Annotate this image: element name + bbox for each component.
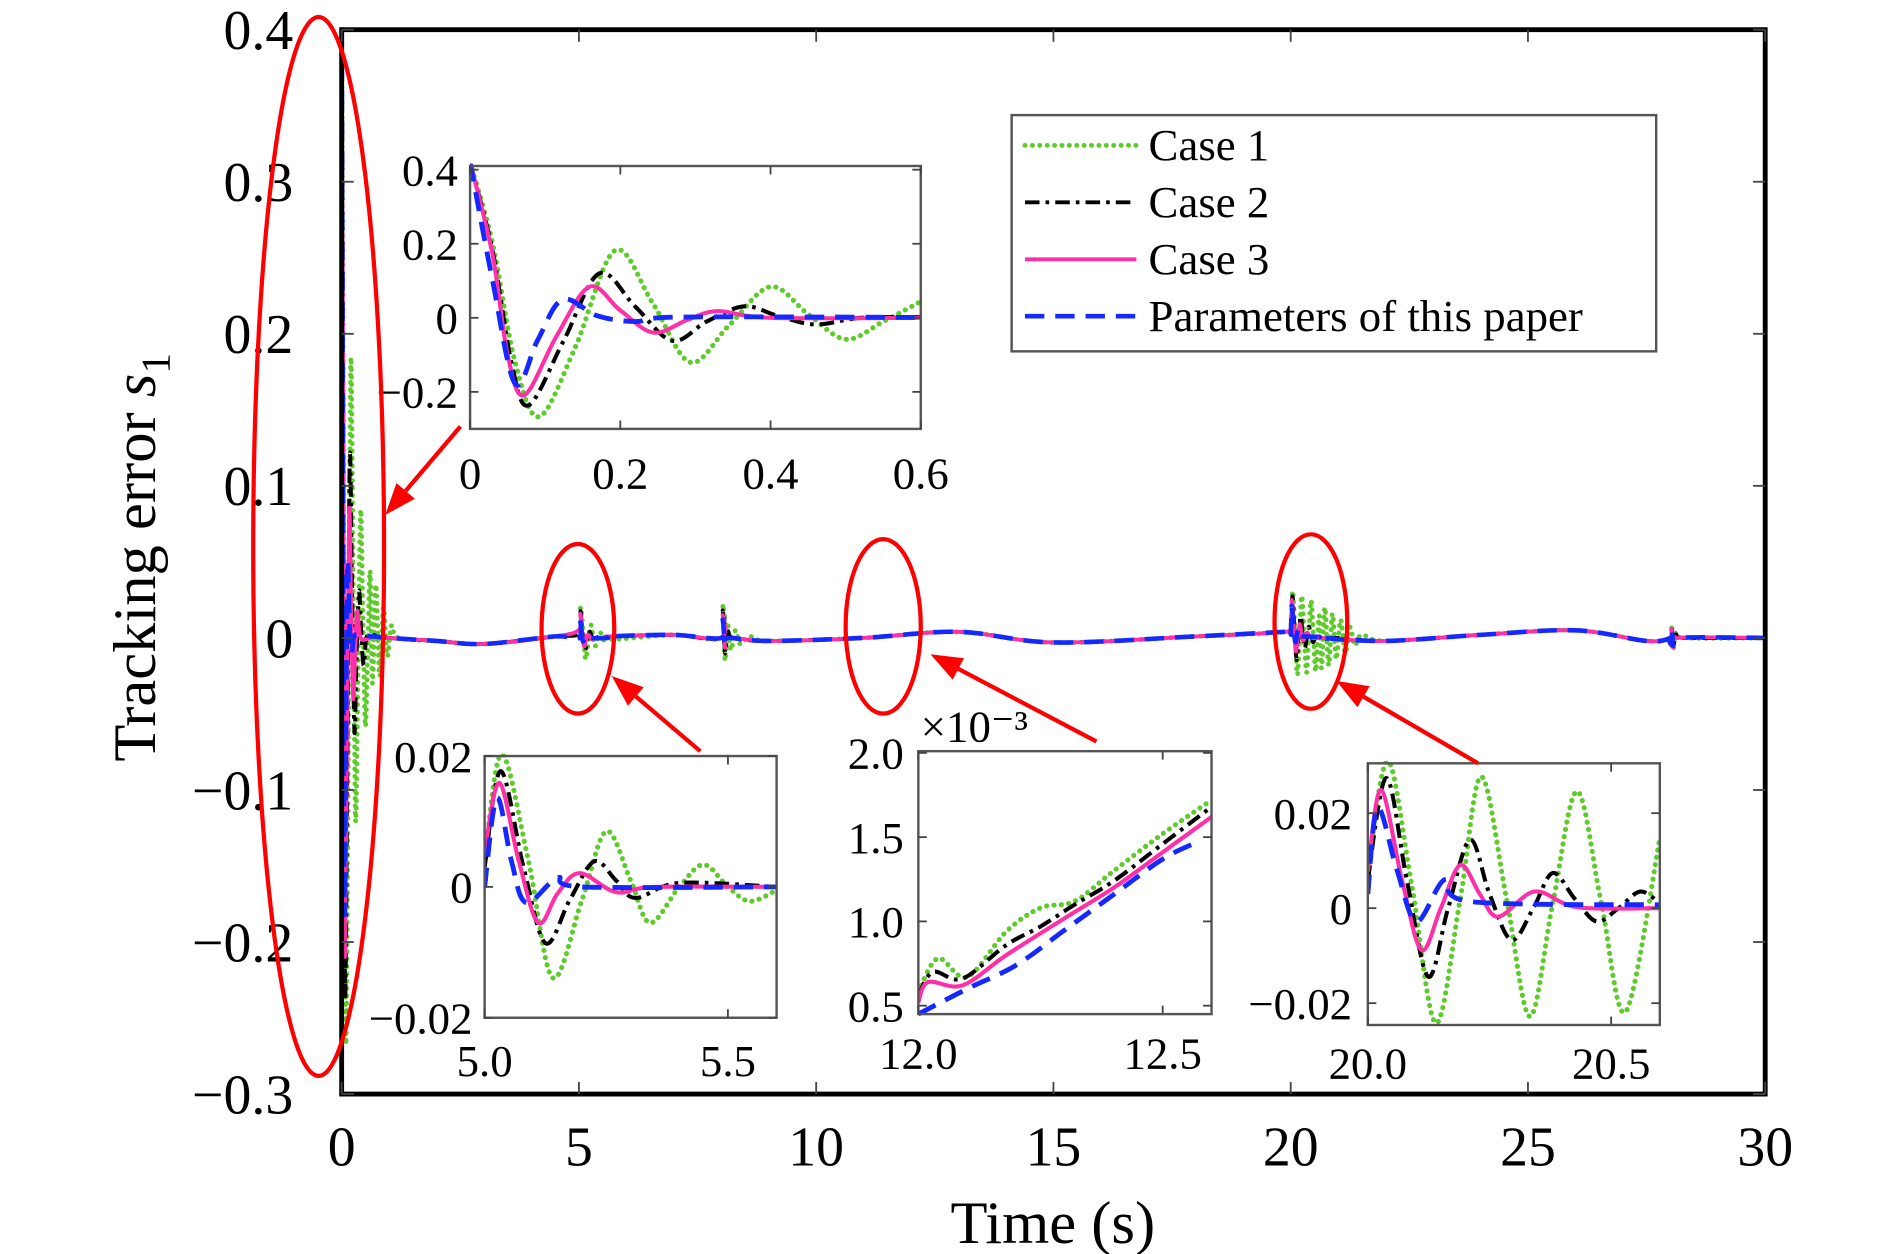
- callout-arrow: [1336, 680, 1480, 766]
- y-tick-label: −0.1: [192, 760, 293, 822]
- y-axis-title-text: Tracking error: [102, 397, 169, 761]
- x-tick-label: 0: [328, 1117, 356, 1179]
- y-tick-label: 1.0: [848, 897, 904, 947]
- series-line-case-1: [484, 753, 777, 981]
- series-line-case-2: [918, 805, 1212, 997]
- series-lines: [1367, 760, 1660, 1026]
- legend-label: Case 2: [1149, 177, 1270, 227]
- series-lines: [341, 27, 1766, 1047]
- arrowhead: [930, 654, 964, 680]
- x-tick-label: 12.0: [879, 1029, 957, 1079]
- inset-background: [918, 751, 1212, 1015]
- x-tick-label: 5: [565, 1117, 593, 1179]
- series-lines: [484, 753, 777, 981]
- callout-arrow: [930, 654, 1098, 744]
- y-tick-label: −0.2: [377, 368, 458, 418]
- highlight-ellipse-20s: [1272, 532, 1350, 711]
- legend: Case 1 Case 2 Case 3 Parameters of this pap…: [1010, 113, 1658, 353]
- y-tick-label: 0.4: [402, 145, 458, 195]
- legend-box: [1010, 113, 1658, 353]
- y-tick-label: −0.3: [192, 1064, 293, 1126]
- plots: 0 5 10 15 20 25 30 0.4 0.3 0.2 0.1 0 −0.1 −0.2 −0.3 0 0.…: [192, 0, 1793, 1179]
- series-line-parameters-of-this-paper: [1367, 805, 1660, 924]
- legend-entry: Case 3: [1024, 234, 1270, 284]
- series-line-case-3: [918, 815, 1212, 1004]
- axes-frame: [917, 749, 1213, 1016]
- y-tick-label: 0: [436, 294, 458, 344]
- legend-label: Case 3: [1149, 234, 1270, 284]
- arrowhead: [385, 483, 415, 515]
- x-tick-label: 20.0: [1329, 1038, 1407, 1088]
- x-tick-label: 25: [1500, 1117, 1556, 1179]
- y-tick-label: 0.1: [224, 456, 294, 518]
- x-tick-label: 15: [1026, 1117, 1082, 1179]
- series-line-case-2: [470, 163, 921, 408]
- y-axis-title-symbol: s: [102, 374, 169, 398]
- legend-label: Parameters of this paper: [1149, 291, 1583, 341]
- y-tick-label: −0.02: [1248, 979, 1352, 1029]
- inset-background: [1367, 763, 1660, 1026]
- axes-frame: [1366, 762, 1662, 1027]
- y-tick-label: 0.5: [848, 981, 904, 1031]
- series-line-parameters-of-this-paper: [470, 163, 921, 388]
- x-axis-title: Time (s): [950, 1190, 1155, 1254]
- x-tick-label: 0.4: [743, 448, 799, 498]
- y-tick-label: 0.02: [394, 732, 472, 782]
- legend-entry: Case 1: [1022, 120, 1270, 170]
- y-tick-label: 0.4: [224, 0, 294, 62]
- series-line-case-1: [470, 163, 921, 420]
- svg-text:Tracking error s1: Tracking error s1: [102, 353, 179, 762]
- series-lines: [470, 163, 921, 420]
- legend-entry: Case 2: [1024, 177, 1270, 227]
- inset-plot-12: 12.0 12.5 2.0 1.5 1.0 0.5 ×10⁻³: [848, 701, 1213, 1079]
- annotations: [251, 14, 1480, 1079]
- x-tick-label: 5.0: [457, 1036, 513, 1086]
- series-line-parameters-of-this-paper: [918, 840, 1198, 1017]
- highlight-ellipse-12s: [843, 537, 923, 716]
- callout-arrow: [385, 425, 463, 515]
- x-tick-label: 5.5: [700, 1036, 756, 1086]
- x-tick-label: 20: [1263, 1117, 1319, 1179]
- y-tick-label: −0.02: [369, 993, 473, 1043]
- axes-frame: [468, 164, 922, 431]
- x-tick-label: 12.5: [1123, 1029, 1201, 1079]
- series-line-case-3: [1367, 787, 1660, 953]
- x-tick-label: 0.2: [592, 448, 648, 498]
- y-tick-label: 0.3: [224, 152, 294, 214]
- inset-plot-0: 0 0.2 0.4 0.60.40.20−0.2: [377, 145, 949, 498]
- main-plot: 0 5 10 15 20 25 30 0.4 0.3 0.2 0.1 0 −0.1 −0.2 −0.3: [192, 0, 1793, 1179]
- y-tick-label: 1.5: [848, 813, 904, 863]
- highlight-ellipse-start: [251, 14, 387, 1079]
- x-tick-label: 30: [1737, 1117, 1793, 1179]
- inset-plot-5: 5.0 5.5 0.02 0 −0.02: [369, 732, 778, 1086]
- callout-arrow: [611, 676, 702, 753]
- y-multiplier-label: ×10⁻³: [921, 701, 1028, 751]
- highlight-ellipse-5s: [539, 541, 617, 716]
- arrowhead: [1336, 680, 1370, 708]
- y-axis-title-subscript: 1: [133, 353, 179, 374]
- series-line-parameters-of-this-paper: [341, 27, 1766, 918]
- y-tick-label: 0: [450, 863, 472, 913]
- x-tick-label: 10: [788, 1117, 844, 1179]
- x-tick-label: 20.5: [1572, 1038, 1650, 1088]
- arrowhead: [611, 676, 644, 706]
- series-line-case-2: [484, 769, 777, 946]
- inset-plot-20: 20.0 20.5 0.02 0 −0.02: [1248, 760, 1662, 1088]
- y-tick-label: 0.02: [1274, 789, 1352, 839]
- series-line-case-1: [918, 797, 1212, 995]
- inset-background: [470, 165, 921, 429]
- y-tick-label: 0: [1330, 884, 1352, 934]
- series-line-parameters-of-this-paper: [484, 795, 777, 906]
- x-tick-label: 0: [459, 448, 481, 498]
- y-tick-label: 0.2: [402, 220, 458, 270]
- x-tick-label: 0.6: [893, 448, 949, 498]
- y-tick-label: 0: [265, 608, 293, 670]
- y-tick-label: 2.0: [848, 729, 904, 779]
- legend-entry: Parameters of this paper: [1024, 291, 1583, 341]
- series-lines: [918, 797, 1212, 1017]
- legend-label: Case 1: [1149, 120, 1270, 170]
- y-axis-title: Tracking error s1: [102, 353, 179, 762]
